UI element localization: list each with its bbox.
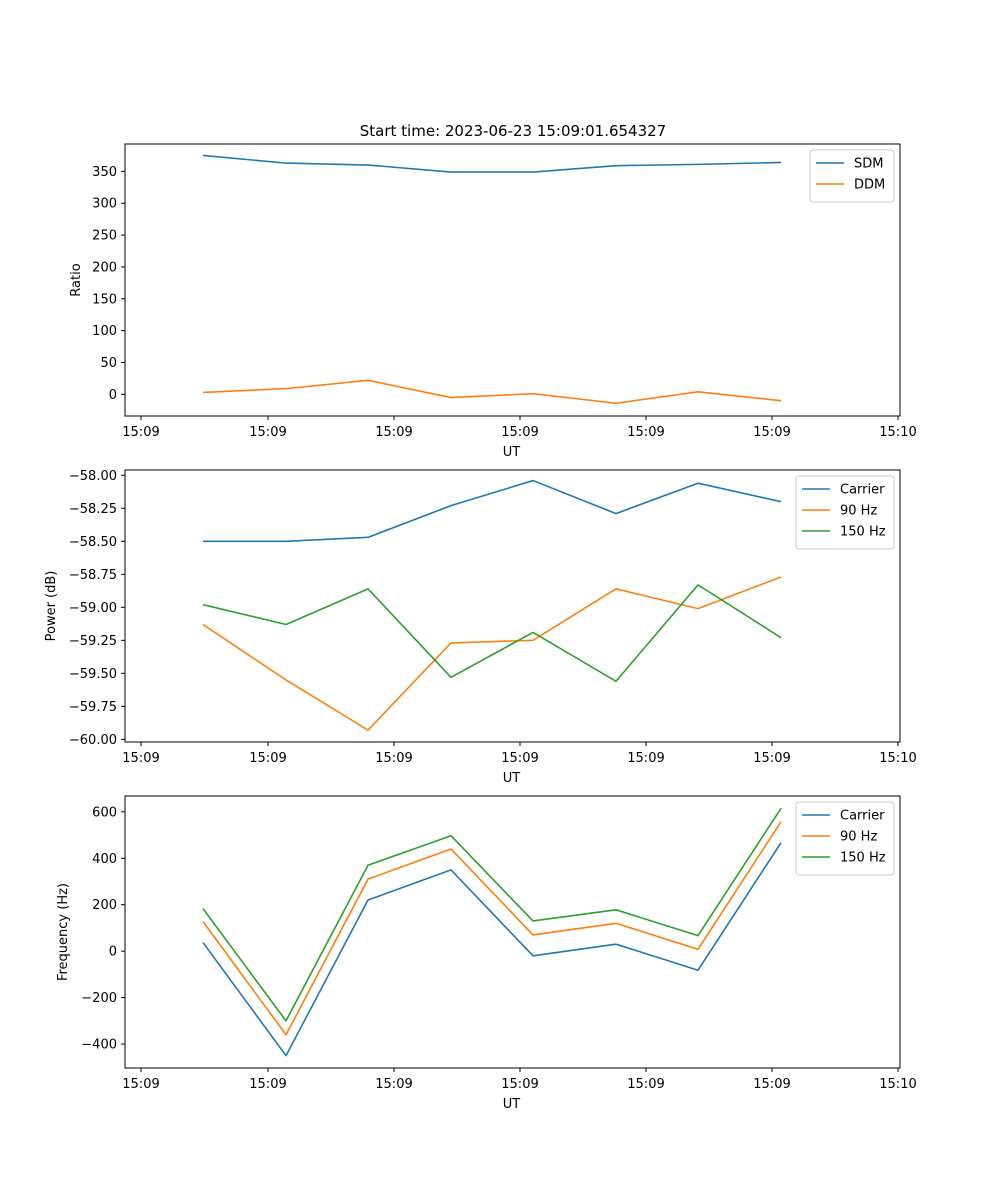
chart-panel-3: 15:09 15:09 15:09 15:09 15:09 15:09 15:10 −400 −… [56,795,917,1112]
y-tick-label: −59.50 [69,667,117,682]
legend-label: 150 Hz [840,851,886,866]
x-tick-label: 15:09 [501,425,538,440]
legend-label: 150 Hz [840,525,886,540]
y-tick-label: 0 [109,388,117,403]
series-line-150-hz [202,584,782,683]
x-tick-label: 15:09 [753,1077,790,1092]
x-tick-label: 15:09 [375,425,412,440]
y-axis-label: Frequency (Hz) [56,883,71,981]
plot-frame [124,795,901,1069]
plot-frame [124,469,901,743]
legend-label: Carrier [840,809,885,824]
y-tick-label: 350 [92,165,117,180]
y-tick-label: −58.50 [69,535,117,550]
plot-frame [124,143,901,417]
y-tick-label: 200 [92,260,117,275]
x-tick-label: 15:09 [627,425,664,440]
y-axis-label: Ratio [69,263,84,296]
y-axis-label: Power (dB) [44,571,59,642]
x-tick-label: 15:09 [249,751,286,766]
y-tick-label: −58.25 [69,502,117,517]
x-tick-label: 15:09 [627,751,664,766]
y-tick-label: −200 [81,991,117,1006]
y-tick-label: −59.25 [69,634,117,649]
legend: SDM DDM [809,149,895,203]
y-tick-label: −59.00 [69,601,117,616]
y-tick-label: −59.75 [69,700,117,715]
x-tick-label: 15:09 [122,425,159,440]
series-line-carrier [202,842,782,1057]
y-tick-label: 600 [92,805,117,820]
y-tick-label: 0 [109,945,117,960]
x-tick-label: 15:09 [753,425,790,440]
y-tick-label: 400 [92,852,117,867]
x-tick-label: 15:09 [375,1077,412,1092]
y-tick-label: −58.00 [69,469,117,484]
x-tick-label: 15:09 [122,1077,159,1092]
y-tick-label: 50 [100,356,117,371]
x-axis-label: UT [503,771,521,786]
y-tick-label: −400 [81,1038,117,1053]
series-line-90-hz [202,576,782,731]
x-tick-label: 15:09 [627,1077,664,1092]
x-tick-label: 15:10 [879,425,916,440]
x-tick-label: 15:09 [249,425,286,440]
x-axis-label: UT [503,1097,521,1112]
y-tick-label: 100 [92,324,117,339]
figure-title: Start time: 2023-06-23 15:09:01.654327 [360,122,666,140]
x-tick-label: 15:09 [375,751,412,766]
legend: Carrier 90 Hz 150 Hz [795,801,895,876]
y-tick-label: 150 [92,292,117,307]
legend-label: 90 Hz [840,830,877,845]
x-tick-label: 15:09 [249,1077,286,1092]
series-line-carrier [203,479,782,543]
x-tick-label: 15:09 [501,1077,538,1092]
chart-panel-2: 15:09 15:09 15:09 15:09 15:09 15:09 15:10 −60.0… [44,469,917,786]
x-tick-label: 15:09 [501,751,538,766]
x-tick-label: 15:09 [753,751,790,766]
legend-label: DDM [854,178,885,193]
series-line-150-hz [202,807,782,1022]
legend-label: 90 Hz [840,504,877,519]
legend: Carrier 90 Hz 150 Hz [795,475,895,550]
y-tick-label: 250 [92,229,117,244]
series-line-sdm [202,154,782,173]
x-tick-label: 15:09 [122,751,159,766]
y-tick-label: 300 [92,197,117,212]
x-axis-label: UT [503,445,521,460]
y-tick-label: −58.75 [69,568,117,583]
y-tick-label: 200 [92,898,117,913]
x-tick-label: 15:10 [879,751,916,766]
chart-panel-1: 15:09 15:09 15:09 15:09 15:09 15:09 15:10 0 50 10… [69,143,917,460]
legend-label: SDM [854,157,883,172]
chart-panels: 15:09 15:09 15:09 15:09 15:09 15:09 15:10 0 50 10… [44,143,917,1112]
y-tick-label: −60.00 [69,733,117,748]
legend-label: Carrier [840,483,885,498]
x-tick-label: 15:10 [879,1077,916,1092]
series-line-ddm [202,379,782,405]
series-line-90-hz [202,821,782,1036]
